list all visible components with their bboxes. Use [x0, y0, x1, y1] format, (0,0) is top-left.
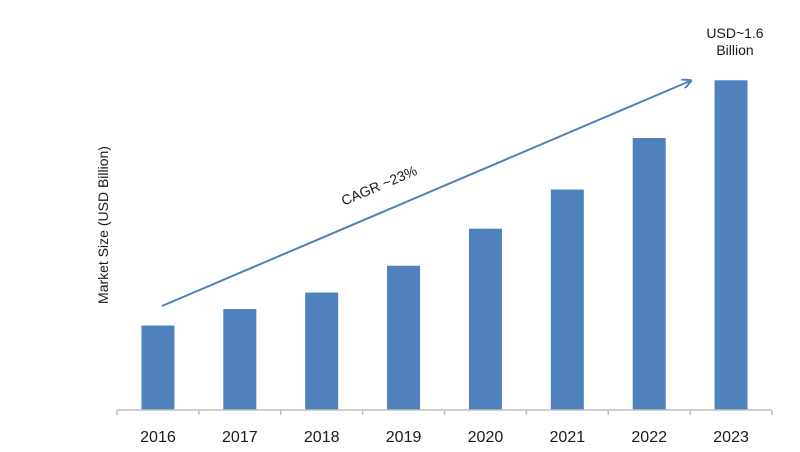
x-axis-tick-labels: 2016 2017 2018 2019 2020 2021 2022 2023	[140, 429, 749, 446]
bar-2021	[550, 189, 584, 410]
x-axis-ticks	[116, 410, 773, 415]
x-tick-label-2020: 2020	[468, 429, 504, 446]
bar-2016	[141, 325, 175, 410]
bar-2023	[714, 80, 748, 410]
bar-2022	[632, 138, 666, 410]
x-tick-label-2022: 2022	[631, 429, 667, 446]
x-tick-label-2018: 2018	[304, 429, 340, 446]
bar-series	[141, 80, 748, 410]
y-axis-title: Market Size (USD Billion)	[95, 146, 111, 304]
final-value-label-line1: USD~1.6	[706, 25, 763, 41]
x-tick-label-2017: 2017	[222, 429, 258, 446]
final-value-label-line2: Billion	[716, 42, 753, 58]
cagr-trend-arrow	[161, 81, 690, 307]
x-tick-label-2019: 2019	[386, 429, 422, 446]
bar-2020	[468, 228, 502, 410]
x-tick-label-2016: 2016	[140, 429, 176, 446]
x-tick-label-2021: 2021	[550, 429, 586, 446]
x-tick-label-2023: 2023	[713, 429, 749, 446]
bar-2017	[223, 309, 257, 410]
bar-2019	[387, 265, 421, 410]
bar-2018	[305, 292, 339, 410]
